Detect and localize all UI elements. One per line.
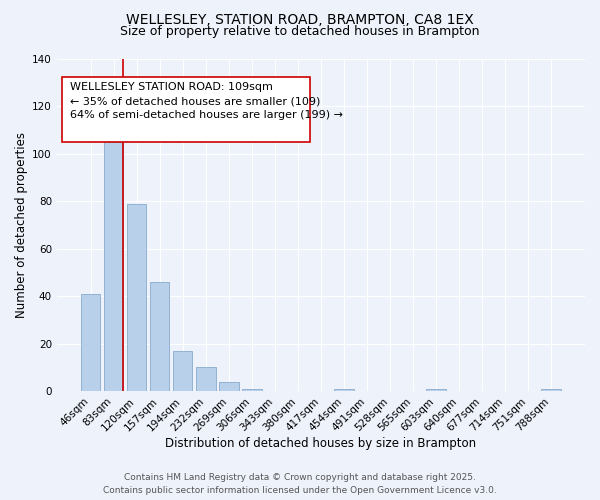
- Bar: [127, 204, 146, 391]
- Bar: [196, 368, 215, 391]
- Text: WELLESLEY STATION ROAD: 109sqm
← 35% of detached houses are smaller (109)
64% of: WELLESLEY STATION ROAD: 109sqm ← 35% of …: [70, 82, 343, 120]
- FancyBboxPatch shape: [62, 78, 310, 142]
- Text: Contains HM Land Registry data © Crown copyright and database right 2025.: Contains HM Land Registry data © Crown c…: [124, 474, 476, 482]
- X-axis label: Distribution of detached houses by size in Brampton: Distribution of detached houses by size …: [166, 437, 476, 450]
- Bar: [219, 382, 239, 391]
- Bar: [541, 388, 561, 391]
- Bar: [426, 388, 446, 391]
- Text: Contains public sector information licensed under the Open Government Licence v3: Contains public sector information licen…: [103, 486, 497, 495]
- Bar: [150, 282, 169, 391]
- Bar: [242, 388, 262, 391]
- Text: WELLESLEY, STATION ROAD, BRAMPTON, CA8 1EX: WELLESLEY, STATION ROAD, BRAMPTON, CA8 1…: [126, 12, 474, 26]
- Bar: [81, 294, 100, 391]
- Bar: [104, 142, 124, 391]
- Y-axis label: Number of detached properties: Number of detached properties: [15, 132, 28, 318]
- Bar: [334, 388, 354, 391]
- Bar: [173, 351, 193, 391]
- Text: Size of property relative to detached houses in Brampton: Size of property relative to detached ho…: [120, 25, 480, 38]
